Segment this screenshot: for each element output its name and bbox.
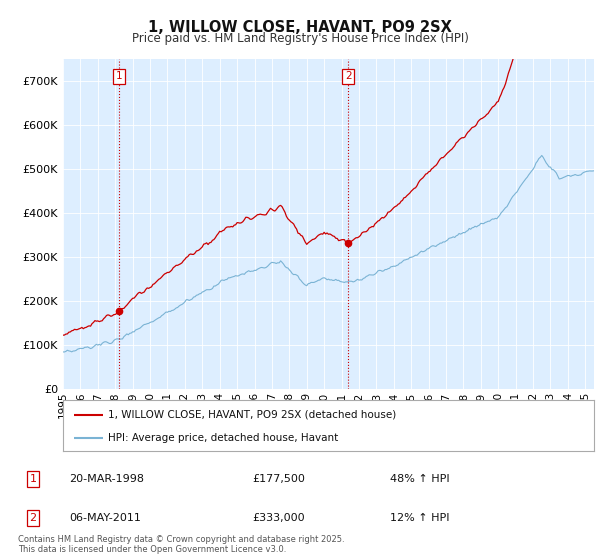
Text: 06-MAY-2011: 06-MAY-2011 xyxy=(69,513,141,523)
Text: Price paid vs. HM Land Registry's House Price Index (HPI): Price paid vs. HM Land Registry's House … xyxy=(131,32,469,45)
Text: £177,500: £177,500 xyxy=(252,474,305,484)
Text: 2: 2 xyxy=(29,513,37,523)
Text: 12% ↑ HPI: 12% ↑ HPI xyxy=(390,513,449,523)
Text: 1: 1 xyxy=(29,474,37,484)
Text: £333,000: £333,000 xyxy=(252,513,305,523)
Text: 20-MAR-1998: 20-MAR-1998 xyxy=(69,474,144,484)
Text: 1, WILLOW CLOSE, HAVANT, PO9 2SX (detached house): 1, WILLOW CLOSE, HAVANT, PO9 2SX (detach… xyxy=(108,409,397,419)
Text: Contains HM Land Registry data © Crown copyright and database right 2025.
This d: Contains HM Land Registry data © Crown c… xyxy=(18,535,344,554)
Text: 48% ↑ HPI: 48% ↑ HPI xyxy=(390,474,449,484)
Text: 1, WILLOW CLOSE, HAVANT, PO9 2SX: 1, WILLOW CLOSE, HAVANT, PO9 2SX xyxy=(148,20,452,35)
Text: HPI: Average price, detached house, Havant: HPI: Average price, detached house, Hava… xyxy=(108,433,338,443)
Text: 2: 2 xyxy=(345,72,352,81)
Text: 1: 1 xyxy=(116,72,122,81)
